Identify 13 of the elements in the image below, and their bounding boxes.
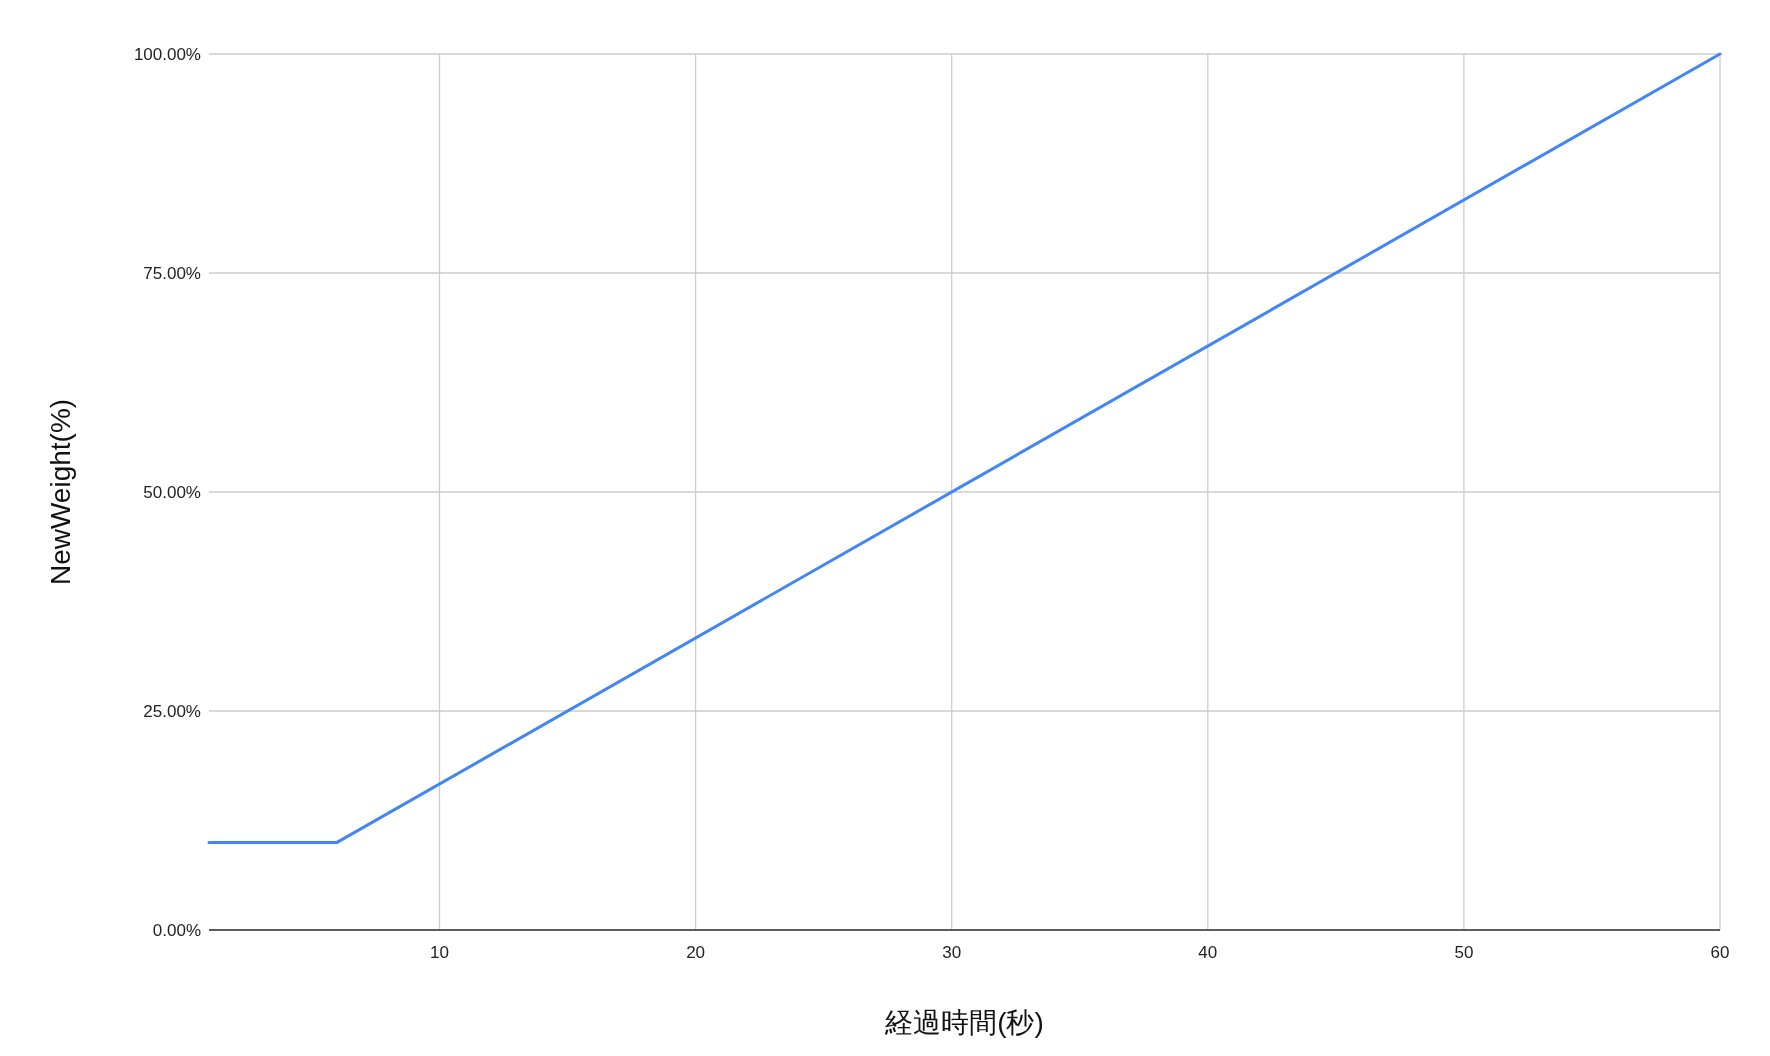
y-tick-label: 75.00% — [143, 264, 201, 283]
x-axis-title: 経過時間(秒) — [884, 1007, 1044, 1038]
x-tick-label: 60 — [1710, 943, 1730, 962]
y-tick-label: 50.00% — [143, 483, 201, 502]
x-tick-label: 50 — [1454, 943, 1474, 962]
y-axis-title: NewWeight(%) — [45, 398, 76, 586]
x-tick-label: 30 — [942, 943, 962, 962]
y-tick-label: 25.00% — [143, 702, 201, 721]
y-tick-label: 100.00% — [133, 45, 201, 64]
x-tick-label: 10 — [430, 943, 449, 962]
y-tick-label: 0.00% — [152, 921, 201, 940]
x-tick-label: 20 — [686, 943, 706, 962]
x-tick-label: 40 — [1198, 943, 1218, 962]
